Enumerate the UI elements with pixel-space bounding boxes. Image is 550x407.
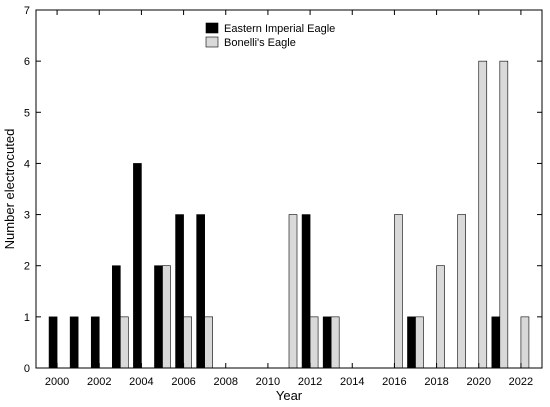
bar-bonelli-s-eagle-2020 <box>478 60 488 369</box>
bar-eastern-imperial-eagle-2003 <box>112 265 121 369</box>
y-tick-label-5: 5 <box>24 107 30 119</box>
bar-bonelli-s-eagle-2022 <box>520 316 530 369</box>
bar-eastern-imperial-eagle-2001 <box>69 316 79 369</box>
bar-eastern-imperial-eagle-2006 <box>175 214 184 369</box>
bar-bonelli-s-eagle-2005 <box>162 265 171 369</box>
legend-label-eastern-imperial-eagle: Eastern Imperial Eagle <box>224 23 335 35</box>
y-tick-label-4: 4 <box>24 158 30 170</box>
y-tick-label-1: 1 <box>24 312 30 324</box>
bar-eastern-imperial-eagle-2007 <box>196 214 205 369</box>
y-tick-label-3: 3 <box>24 210 30 222</box>
x-tick-label-2008: 2008 <box>214 376 238 388</box>
bar-bonelli-s-eagle-2019 <box>457 214 466 369</box>
x-tick-label-2018: 2018 <box>424 376 448 388</box>
legend-swatch-bonellis-eagle <box>205 36 219 48</box>
bar-bonelli-s-eagle-2013 <box>330 316 340 369</box>
x-axis: 2000 2002 2004 2006 2008 2010 2012 2014 2016 2018… <box>45 10 533 388</box>
x-tick-label-2002: 2002 <box>87 376 111 388</box>
x-tick-label-2010: 2010 <box>256 376 280 388</box>
bar-bonelli-s-eagle-2011 <box>288 214 298 369</box>
x-tick-label-2016: 2016 <box>382 376 406 388</box>
x-tick-label-2020: 2020 <box>467 376 491 388</box>
bar-eastern-imperial-eagle-2002 <box>90 316 100 369</box>
x-tick-label-2004: 2004 <box>129 376 153 388</box>
bar-bonelli-s-eagle-2021 <box>499 60 509 369</box>
bar-bonelli-s-eagle-2007 <box>204 316 213 369</box>
bar-bonelli-s-eagle-2016 <box>394 214 403 369</box>
legend-swatch-eastern-imperial-eagle <box>205 22 219 34</box>
legend-label-bonellis-eagle: Bonelli's Eagle <box>224 37 296 49</box>
y-axis: 0 1 2 3 4 5 6 7 <box>24 5 542 375</box>
y-tick-label-6: 6 <box>24 56 30 68</box>
bar-bonelli-s-eagle-2018 <box>436 265 445 369</box>
y-tick-label-2: 2 <box>24 261 30 273</box>
bar-bonelli-s-eagle-2006 <box>183 316 192 369</box>
x-tick-label-2012: 2012 <box>298 376 322 388</box>
bar-bonelli-s-eagle-2017 <box>415 316 424 369</box>
y-tick-label-0: 0 <box>24 363 30 375</box>
x-tick-label-2022: 2022 <box>509 376 533 388</box>
bar-bonelli-s-eagle-2012 <box>309 316 319 369</box>
x-tick-label-2006: 2006 <box>171 376 195 388</box>
bar-bonelli-s-eagle-2003 <box>120 316 129 369</box>
y-tick-label-7: 7 <box>24 5 30 17</box>
bar-eastern-imperial-eagle-2021 <box>491 316 501 369</box>
bar-eastern-imperial-eagle-2004 <box>133 163 142 369</box>
bar-eastern-imperial-eagle-2005 <box>154 265 163 369</box>
legend: Eastern Imperial Eagle Bonelli's Eagle <box>205 22 335 49</box>
bar-eastern-imperial-eagle-2012 <box>301 214 311 369</box>
x-tick-label-2014: 2014 <box>340 376 364 388</box>
x-axis-title: Year <box>276 388 303 403</box>
bar-eastern-imperial-eagle-2013 <box>322 316 332 369</box>
bars-layer <box>48 60 530 369</box>
bar-eastern-imperial-eagle-2000 <box>48 316 58 369</box>
y-axis-title: Number electrocuted <box>2 129 17 250</box>
plot-frame <box>35 9 543 369</box>
x-tick-label-2000: 2000 <box>45 376 69 388</box>
bar-eastern-imperial-eagle-2017 <box>407 316 416 369</box>
